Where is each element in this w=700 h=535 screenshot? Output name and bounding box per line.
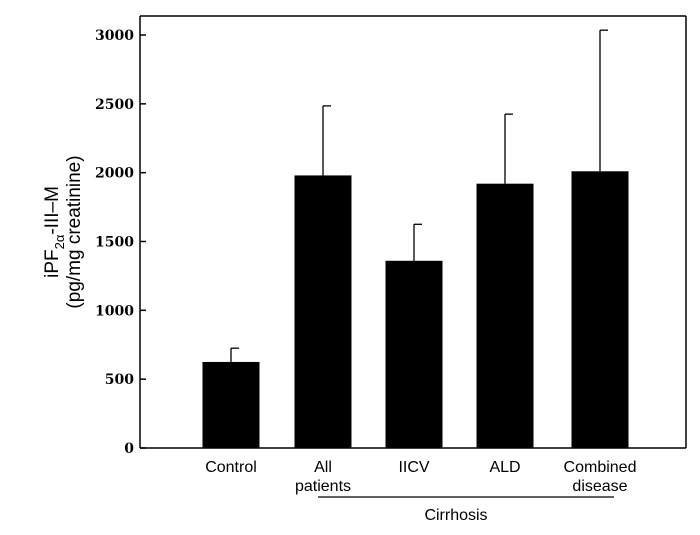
bars-group [202, 29, 629, 449]
y-tick-label-1: 500 [105, 372, 134, 388]
bar-1 [294, 175, 352, 449]
category-label-3-0: ALD [489, 459, 520, 476]
y-tick-label-2: 1000 [95, 303, 134, 319]
y-ticks: 0 500 1000 1500 2000 2500 3000 [95, 28, 146, 457]
category-label-0-0: Control [205, 459, 257, 476]
category-label-1-1: patients [295, 478, 351, 495]
y-axis-label-subscript: 2α [52, 234, 67, 249]
y-tick-label-4: 2000 [95, 166, 134, 182]
y-axis-label-rest: -III–M [42, 186, 63, 235]
y-tick-label-6: 3000 [95, 28, 134, 44]
y-axis-label: iPF2α-III–M (pg/mg creatinine) [42, 155, 85, 308]
bar-3 [476, 183, 534, 448]
y-axis-label-main: iPF [42, 249, 63, 278]
category-labels: Control All patients IICV ALD Combined disease [205, 459, 636, 495]
bar-0 [202, 361, 260, 448]
category-label-2-0: IICV [398, 459, 429, 476]
category-label-4-1: disease [572, 478, 627, 495]
bar-4 [571, 171, 629, 449]
category-label-1-0: All [314, 459, 332, 476]
y-axis-label-line1: iPF2α-III–M [42, 186, 67, 278]
cirrhosis-group-label: Cirrhosis [424, 507, 487, 524]
y-tick-label-0: 0 [124, 441, 134, 457]
y-tick-label-5: 2500 [95, 97, 134, 113]
y-tick-label-3: 1500 [95, 235, 134, 251]
bar-2 [385, 260, 443, 448]
category-label-4-0: Combined [564, 459, 637, 476]
y-axis-label-line2: (pg/mg creatinine) [64, 155, 85, 308]
